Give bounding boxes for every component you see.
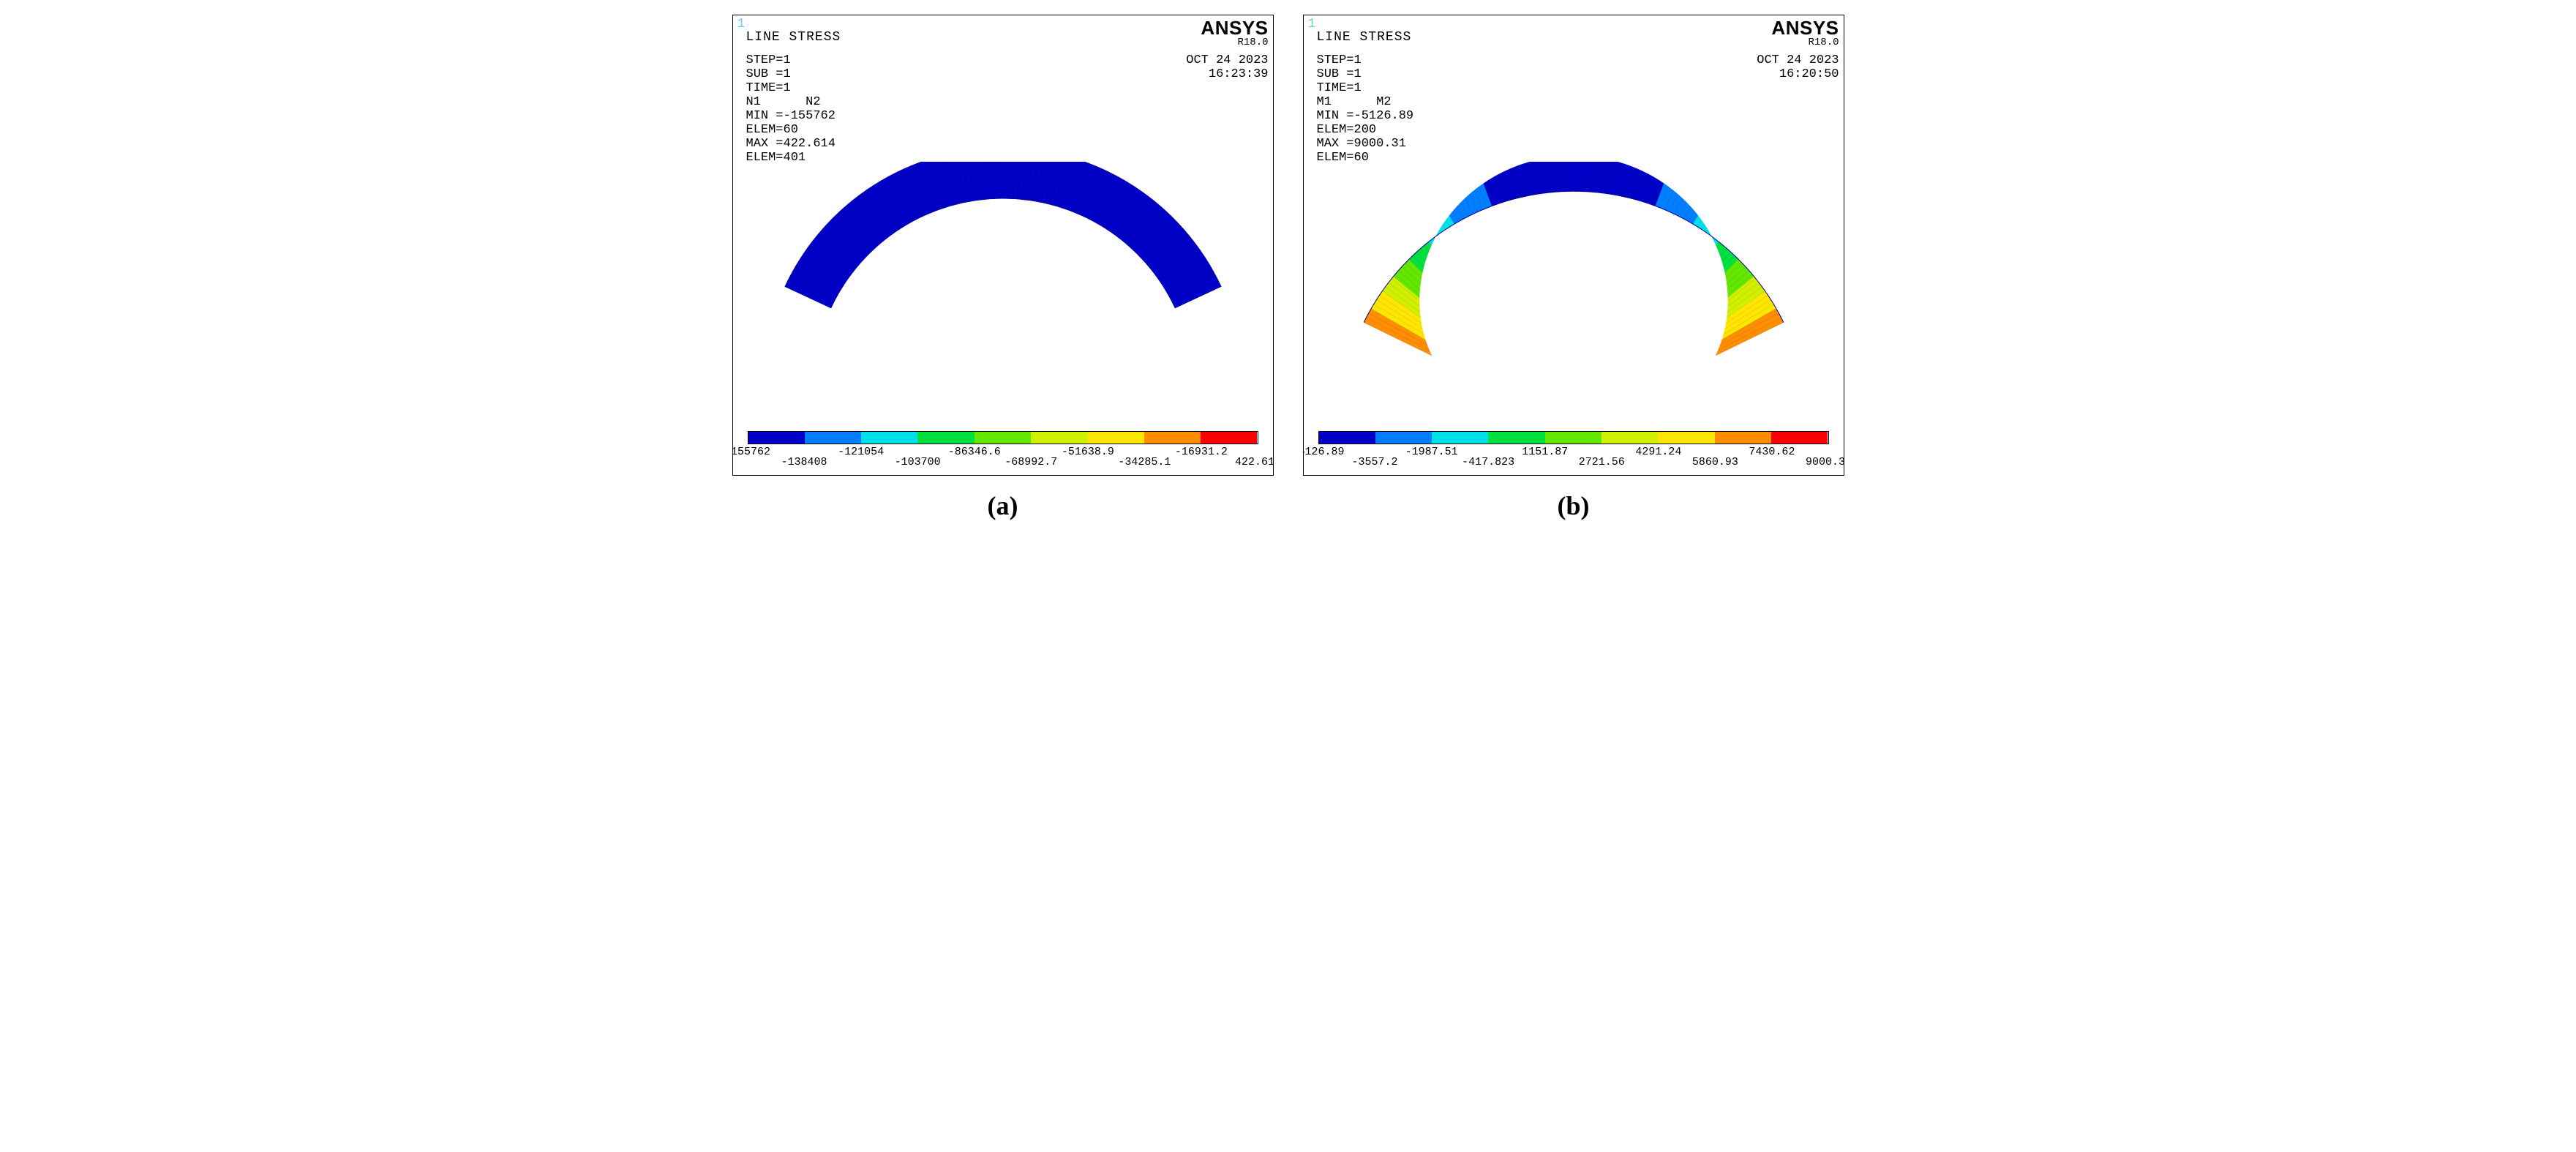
colorbar-tick-label: -121054 xyxy=(838,446,884,458)
colorbar-segment xyxy=(1715,432,1771,444)
colorbar-segment xyxy=(805,432,861,444)
panel-a: 1 LINE STRESS STEP=1 SUB =1 TIME=1 N1 N2… xyxy=(732,15,1274,476)
panel-a-wrapper: 1 LINE STRESS STEP=1 SUB =1 TIME=1 N1 N2… xyxy=(732,15,1274,521)
colorbar-labels: -155762-138408-121054-103700-86346.6-689… xyxy=(748,446,1258,463)
colorbar-tick-label: 1151.87 xyxy=(1522,446,1568,458)
colorbar-segment xyxy=(1375,432,1432,444)
colorbar-region: -5126.89-3557.2-1987.51-417.8231151.8727… xyxy=(1318,431,1829,463)
result-visualization xyxy=(1304,162,1844,381)
colorbar-tick-label: 422.614 xyxy=(1235,456,1274,468)
colorbar-tick-label: 5860.93 xyxy=(1692,456,1738,468)
colorbar-tick-label: -86346.6 xyxy=(948,446,1001,458)
date-text: OCT 24 2023 xyxy=(1186,53,1268,67)
colorbar-tick-label: -417.823 xyxy=(1462,456,1514,468)
colorbar-segment xyxy=(1201,432,1257,444)
colorbar-segment xyxy=(861,432,917,444)
colorbar-segment xyxy=(1144,432,1201,444)
window-index-marker: 1 xyxy=(737,17,746,31)
colorbar-segment xyxy=(1545,432,1601,444)
time-text: 16:20:50 xyxy=(1757,67,1839,81)
window-index-marker: 1 xyxy=(1308,17,1316,31)
timestamp: OCT 24 2023 16:20:50 xyxy=(1757,53,1839,81)
colorbar-tick-label: 7430.62 xyxy=(1749,446,1795,458)
colorbar-segment xyxy=(1432,432,1488,444)
solution-meta: STEP=1 SUB =1 TIME=1 N1 N2 MIN =-155762 … xyxy=(746,53,835,165)
solution-meta: STEP=1 SUB =1 TIME=1 M1 M2 MIN =-5126.89… xyxy=(1317,53,1414,165)
arch-svg xyxy=(733,162,1273,381)
colorbar-tick-label: -34285.1 xyxy=(1118,456,1171,468)
colorbar-tick-label: -138408 xyxy=(781,456,827,468)
colorbar-tick-label: -16931.2 xyxy=(1175,446,1228,458)
panel-b: 1 LINE STRESS STEP=1 SUB =1 TIME=1 M1 M2… xyxy=(1303,15,1844,476)
colorbar-tick-label: 2721.56 xyxy=(1579,456,1625,468)
colorbar-region: -155762-138408-121054-103700-86346.6-689… xyxy=(748,431,1258,463)
colorbar-tick-label: -155762 xyxy=(732,446,771,458)
colorbar xyxy=(748,431,1258,444)
colorbar-segment xyxy=(748,432,805,444)
date-text: OCT 24 2023 xyxy=(1757,53,1839,67)
colorbar-segment xyxy=(1319,432,1375,444)
colorbar-tick-label: -3557.2 xyxy=(1352,456,1398,468)
colorbar-segment xyxy=(1488,432,1544,444)
colorbar-tick-label: 4291.24 xyxy=(1635,446,1681,458)
colorbar-segment xyxy=(1601,432,1658,444)
subfigure-caption: (a) xyxy=(988,490,1018,521)
time-text: 16:23:39 xyxy=(1186,67,1268,81)
colorbar-tick-label: -5126.89 xyxy=(1303,446,1345,458)
colorbar-tick-label: -68992.7 xyxy=(1005,456,1057,468)
colorbar-segment xyxy=(975,432,1031,444)
colorbar-tick-label: -51638.9 xyxy=(1062,446,1114,458)
colorbar-segment xyxy=(1658,432,1714,444)
moment-svg xyxy=(1304,162,1844,381)
panel-b-wrapper: 1 LINE STRESS STEP=1 SUB =1 TIME=1 M1 M2… xyxy=(1303,15,1844,521)
colorbar-segment xyxy=(1031,432,1087,444)
plot-title: LINE STRESS xyxy=(1317,30,1412,45)
brand-block: ANSYS R18.0 xyxy=(1201,17,1268,48)
colorbar-segment xyxy=(1087,432,1144,444)
colorbar-tick-label: -1987.51 xyxy=(1405,446,1458,458)
result-visualization xyxy=(733,162,1273,381)
subfigure-caption: (b) xyxy=(1558,490,1590,521)
plot-title: LINE STRESS xyxy=(746,30,841,45)
colorbar-labels: -5126.89-3557.2-1987.51-417.8231151.8727… xyxy=(1318,446,1829,463)
colorbar-tick-label: 9000.31 xyxy=(1806,456,1844,468)
colorbar xyxy=(1318,431,1829,444)
colorbar-segment xyxy=(1771,432,1828,444)
colorbar-segment xyxy=(917,432,974,444)
colorbar-tick-label: -103700 xyxy=(895,456,941,468)
brand-block: ANSYS R18.0 xyxy=(1771,17,1839,48)
timestamp: OCT 24 2023 16:23:39 xyxy=(1186,53,1268,81)
